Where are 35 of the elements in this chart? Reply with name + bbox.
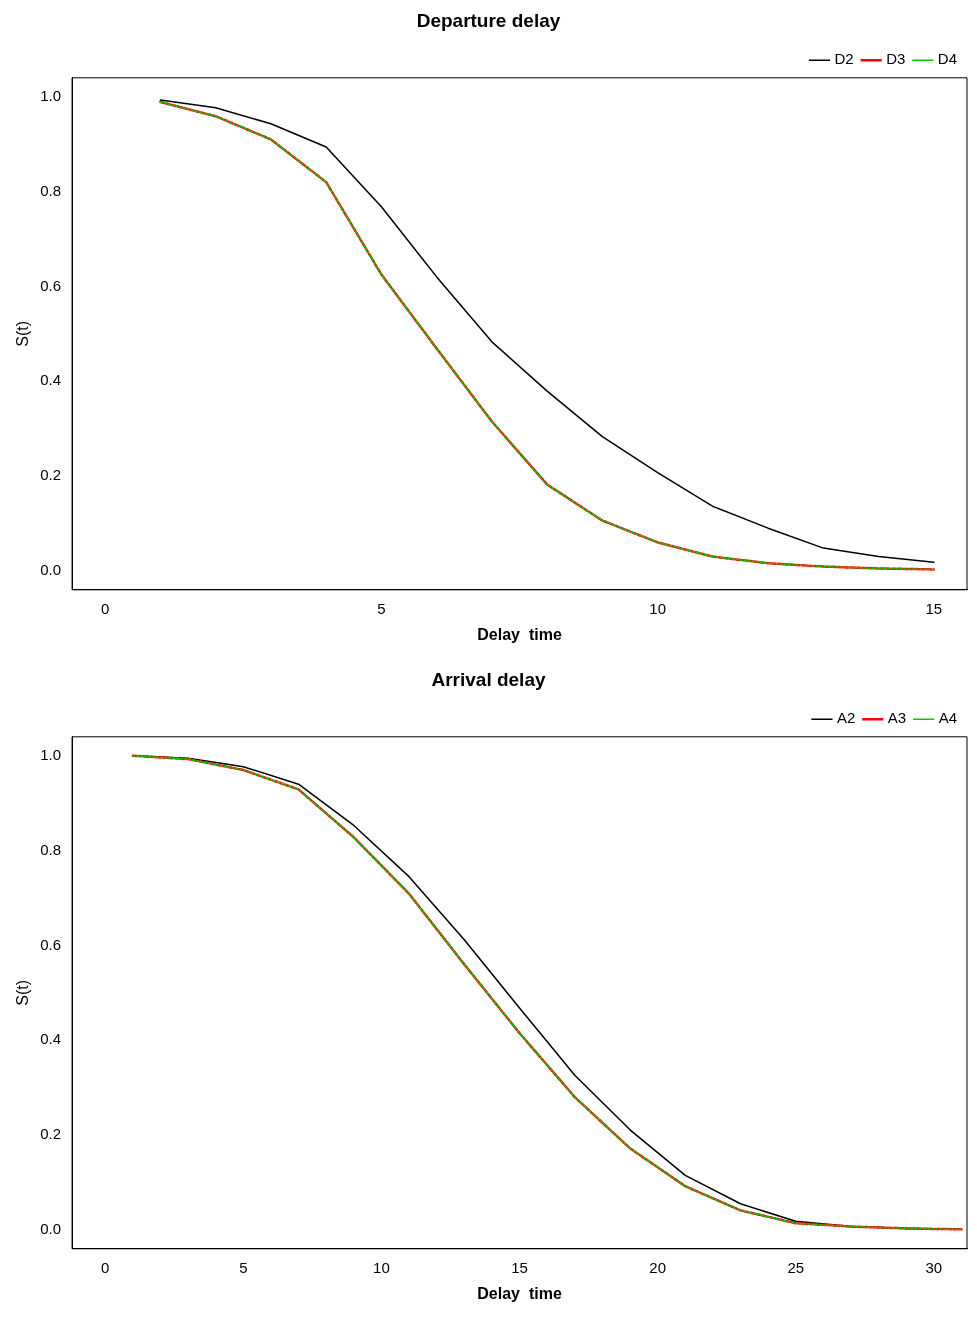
chart-title: Arrival delay — [431, 668, 546, 690]
legend-label: D4 — [937, 50, 958, 68]
chart-title: Departure delay — [416, 9, 561, 31]
x-axis-title: Delay time — [477, 1284, 562, 1302]
x-tick-label: 0 — [101, 599, 110, 617]
y-tick-label: 0.4 — [40, 1030, 62, 1048]
y-tick-label: 0.8 — [40, 840, 62, 858]
x-tick-label: 5 — [239, 1258, 248, 1276]
y-tick-label: 0.0 — [40, 560, 62, 578]
x-tick-label: 15 — [925, 599, 943, 617]
legend-label: A4 — [938, 709, 958, 727]
legend-label: D3 — [886, 50, 906, 68]
y-tick-label: 0.4 — [40, 371, 62, 389]
y-tick-label: 1.0 — [40, 86, 62, 104]
x-tick-label: 10 — [373, 1258, 390, 1276]
x-tick-label: 0 — [101, 1258, 110, 1276]
legend-label: A3 — [887, 709, 907, 727]
x-tick-label: 15 — [511, 1258, 528, 1276]
y-axis-title: S(t) — [14, 979, 32, 1006]
x-tick-label: 10 — [649, 599, 666, 617]
x-tick-label: 25 — [787, 1258, 805, 1276]
y-tick-label: 0.0 — [40, 1219, 62, 1237]
y-tick-label: 0.6 — [40, 935, 62, 953]
x-tick-label: 20 — [649, 1258, 666, 1276]
legend-label: A2 — [836, 709, 856, 727]
y-tick-label: 0.2 — [40, 466, 62, 484]
y-tick-label: 0.2 — [40, 1125, 62, 1143]
y-axis-title: S(t) — [14, 320, 32, 347]
y-tick-label: 1.0 — [40, 745, 62, 763]
legend-label: D2 — [834, 50, 854, 68]
y-tick-label: 0.8 — [40, 181, 62, 199]
y-tick-label: 0.6 — [40, 276, 62, 294]
x-axis-title: Delay time — [477, 625, 562, 643]
x-tick-label: 30 — [925, 1258, 943, 1276]
x-tick-label: 5 — [377, 599, 386, 617]
